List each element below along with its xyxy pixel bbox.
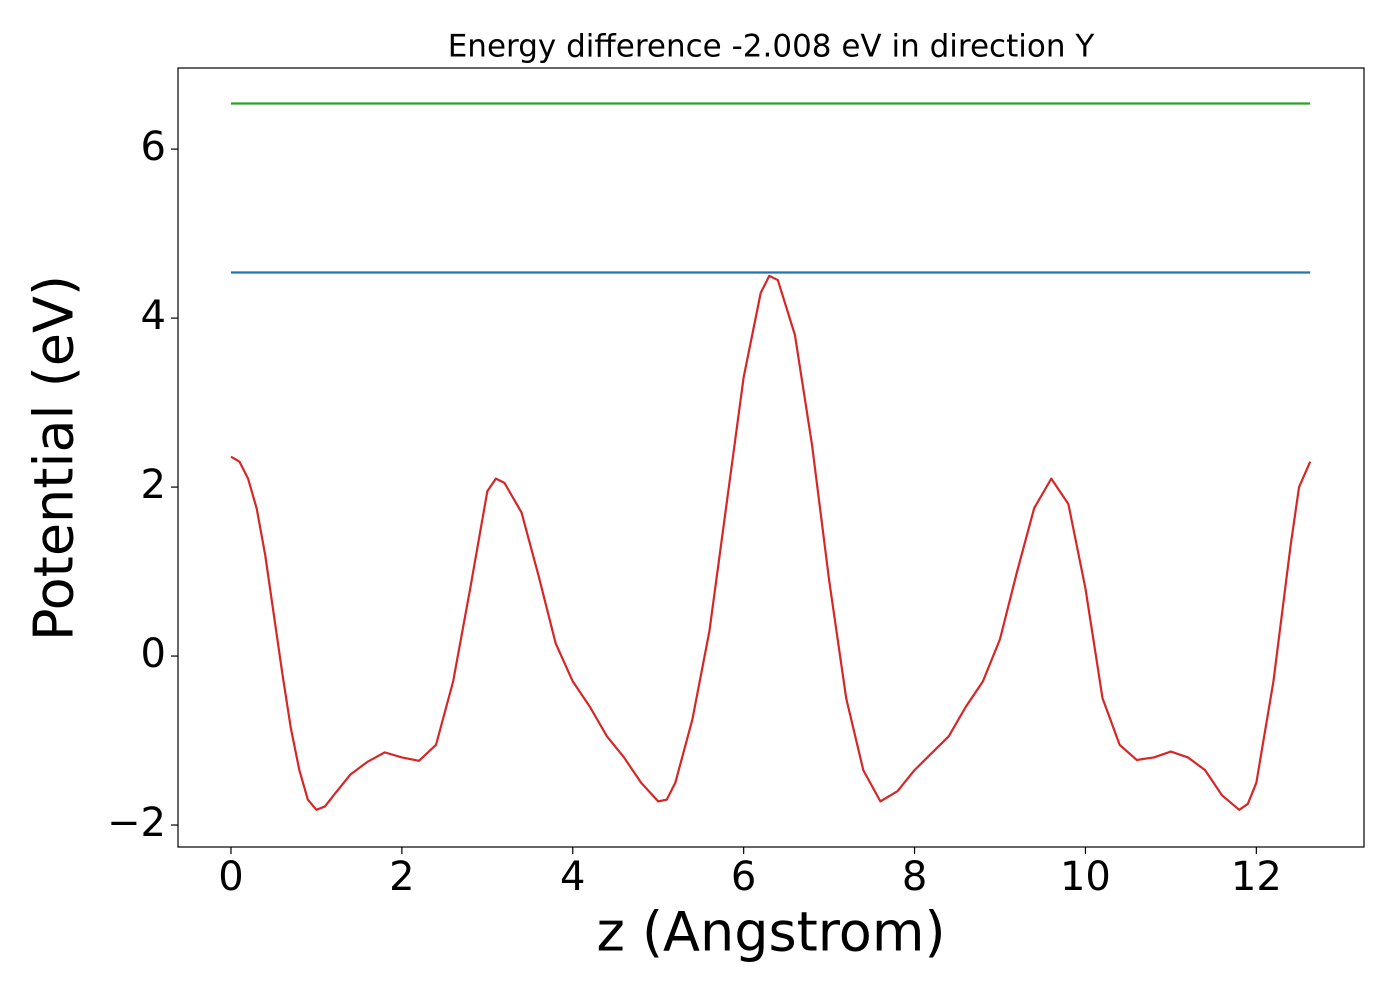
x-tick-label: 10 — [1060, 854, 1111, 900]
y-tick-label: 2 — [141, 462, 166, 508]
x-tick-label: 4 — [560, 854, 585, 900]
x-tick-label: 6 — [731, 854, 756, 900]
y-axis-label: Potential (eV) — [23, 275, 86, 641]
series-line — [230, 274, 1312, 811]
y-tick-label: 4 — [141, 293, 166, 339]
y-tick-label: 6 — [141, 124, 166, 170]
x-tick-label: 8 — [902, 854, 927, 900]
x-tick-label: 12 — [1231, 854, 1282, 900]
x-axis-label: z (Angstrom) — [596, 901, 945, 964]
chart-title: Energy difference -2.008 eV in direction… — [448, 29, 1095, 65]
plot-frame — [177, 67, 1365, 848]
y-tick-label: 0 — [141, 631, 166, 677]
y-tick-label: −2 — [107, 800, 166, 846]
x-tick-label: 0 — [218, 854, 243, 900]
x-tick-label: 2 — [389, 854, 414, 900]
